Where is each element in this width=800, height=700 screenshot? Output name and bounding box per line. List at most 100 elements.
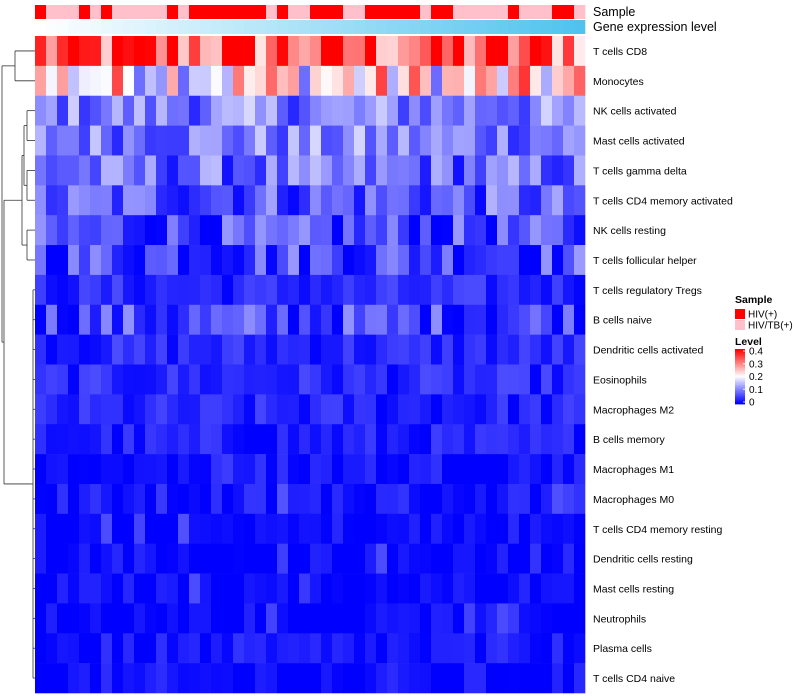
heatmap-cell bbox=[310, 155, 322, 186]
heatmap-cell bbox=[332, 483, 344, 515]
heatmap-cell bbox=[519, 364, 531, 395]
sample-cell bbox=[145, 5, 157, 19]
heatmap-cell bbox=[486, 36, 498, 67]
heatmap-cell bbox=[420, 215, 432, 246]
color-bar-step bbox=[735, 380, 745, 383]
heatmap-cell bbox=[57, 394, 69, 425]
gene-level-cell bbox=[299, 20, 311, 34]
heatmap-cell bbox=[233, 304, 245, 335]
heatmap-cell bbox=[233, 95, 245, 126]
color-bar-step bbox=[735, 357, 745, 360]
heatmap-cell bbox=[530, 603, 542, 634]
heatmap-cell bbox=[442, 454, 454, 485]
heatmap-cell bbox=[409, 454, 421, 485]
heatmap-cell bbox=[35, 633, 47, 664]
heatmap-cell bbox=[343, 185, 355, 216]
color-bar-step bbox=[735, 384, 745, 387]
heatmap-cell bbox=[409, 603, 421, 634]
heatmap-cell bbox=[90, 573, 102, 604]
heatmap-cell bbox=[464, 633, 476, 664]
heatmap-cell bbox=[541, 633, 553, 664]
heatmap-cell bbox=[453, 513, 465, 544]
heatmap-cell bbox=[420, 304, 432, 335]
heatmap-cell bbox=[530, 394, 542, 425]
heatmap-cell bbox=[321, 603, 333, 634]
heatmap-cell bbox=[552, 633, 564, 664]
heatmap-cell bbox=[464, 543, 476, 574]
heatmap-cell bbox=[222, 245, 234, 276]
heatmap-cell bbox=[552, 543, 564, 574]
heatmap-cell bbox=[475, 215, 487, 246]
heatmap-cell bbox=[431, 454, 443, 485]
heatmap-cell bbox=[178, 65, 190, 97]
heatmap-cell bbox=[332, 304, 344, 335]
heatmap-cell bbox=[288, 125, 300, 156]
heatmap-cell bbox=[112, 65, 124, 97]
heatmap-cell bbox=[79, 483, 91, 515]
heatmap-cell bbox=[563, 36, 575, 67]
color-bar-step bbox=[735, 373, 745, 376]
sample-cell bbox=[365, 5, 377, 19]
heatmap-cell bbox=[332, 543, 344, 574]
heatmap-cell bbox=[266, 513, 278, 544]
heatmap-cell bbox=[46, 155, 58, 186]
heatmap-cell bbox=[57, 95, 69, 126]
heatmap-cell bbox=[508, 185, 520, 216]
heatmap-cell bbox=[46, 215, 58, 246]
heatmap-cell bbox=[123, 633, 135, 664]
heatmap-cell bbox=[35, 215, 47, 246]
heatmap-cell bbox=[508, 603, 520, 634]
heatmap-cell bbox=[200, 304, 212, 335]
heatmap-cell bbox=[277, 125, 289, 156]
gene-level-cell bbox=[211, 20, 223, 34]
heatmap-cell bbox=[332, 155, 344, 186]
heatmap-cell bbox=[288, 245, 300, 276]
heatmap-cell bbox=[211, 125, 223, 156]
heatmap-cell bbox=[200, 334, 212, 365]
heatmap-cell bbox=[167, 394, 179, 425]
heatmap-cell bbox=[552, 454, 564, 485]
heatmap-cell bbox=[442, 633, 454, 664]
heatmap-cell bbox=[112, 603, 124, 634]
heatmap-cell bbox=[376, 543, 388, 574]
heatmap-cell bbox=[134, 95, 146, 126]
heatmap-cell bbox=[387, 424, 399, 455]
heatmap-cell bbox=[57, 633, 69, 664]
heatmap-cell bbox=[376, 304, 388, 335]
heatmap-cell bbox=[321, 215, 333, 246]
sample-cell bbox=[35, 5, 47, 19]
heatmap-cell bbox=[354, 155, 366, 186]
heatmap-cell bbox=[167, 454, 179, 485]
heatmap-cell bbox=[189, 95, 201, 126]
heatmap-cell bbox=[79, 663, 91, 694]
heatmap-cell bbox=[475, 663, 487, 694]
color-bar-step bbox=[735, 375, 745, 377]
heatmap-cell bbox=[299, 215, 311, 246]
gene-level-cell bbox=[123, 20, 135, 34]
heatmap-cell bbox=[354, 663, 366, 694]
heatmap-cell bbox=[46, 663, 58, 694]
heatmap-cell bbox=[222, 125, 234, 156]
heatmap-cell bbox=[266, 304, 278, 335]
heatmap-cell bbox=[112, 215, 124, 246]
heatmap-cell bbox=[497, 245, 509, 276]
heatmap-cell bbox=[299, 185, 311, 216]
heatmap-cell bbox=[57, 274, 69, 306]
heatmap-cell bbox=[486, 543, 498, 574]
heatmap-cell bbox=[90, 274, 102, 306]
heatmap-cell bbox=[431, 603, 443, 634]
heatmap-cell bbox=[574, 334, 586, 365]
heatmap-cell bbox=[420, 245, 432, 276]
heatmap-cell bbox=[46, 483, 58, 515]
heatmap-cell bbox=[409, 513, 421, 544]
heatmap-cell bbox=[420, 65, 432, 97]
sample-cell bbox=[299, 5, 311, 19]
heatmap-cell bbox=[376, 274, 388, 306]
heatmap-cell bbox=[299, 95, 311, 126]
heatmap-cell bbox=[79, 95, 91, 126]
heatmap-cell bbox=[178, 245, 190, 276]
heatmap-cell bbox=[178, 36, 190, 67]
row-label: NK cells activated bbox=[593, 106, 677, 118]
heatmap-cell bbox=[255, 215, 267, 246]
heatmap-cell bbox=[332, 215, 344, 246]
